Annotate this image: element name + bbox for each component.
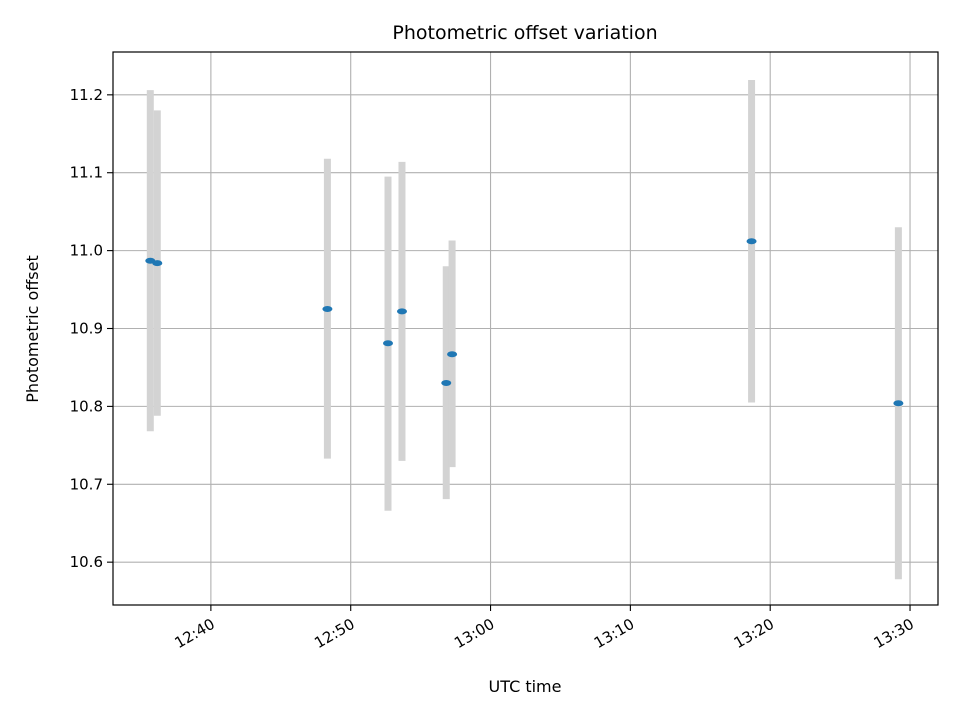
- y-tick-label: 11.1: [70, 164, 103, 182]
- error-bars: [146, 80, 902, 580]
- y-tick-label: 11.0: [70, 242, 103, 260]
- y-tick-label: 10.6: [70, 553, 103, 571]
- y-axis-ticks: 10.6 10.7 10.8 10.9 11.0 11.1 11.2: [70, 86, 113, 571]
- x-tick-label: 13:00: [451, 615, 497, 652]
- x-tick-label: 13:30: [871, 615, 917, 652]
- y-tick-label: 11.2: [70, 86, 103, 104]
- data-point: [383, 340, 393, 347]
- grid-lines: [113, 52, 938, 605]
- data-point: [441, 380, 452, 387]
- data-point: [893, 400, 904, 407]
- x-tick-label: 12:50: [311, 615, 357, 652]
- data-point: [746, 238, 757, 245]
- data-point: [396, 308, 407, 315]
- data-point: [447, 351, 458, 358]
- data-points: [145, 238, 904, 407]
- chart-title: Photometric offset variation: [392, 22, 657, 44]
- y-tick-label: 10.7: [70, 475, 103, 493]
- data-point: [152, 260, 163, 267]
- y-tick-label: 10.9: [70, 320, 103, 338]
- data-point: [322, 306, 333, 313]
- x-axis-ticks: 12:40 12:50 13:00 13:10 13:20 13:30: [171, 605, 917, 652]
- x-tick-label: 13:10: [591, 615, 637, 652]
- y-axis-label: Photometric offset: [23, 255, 42, 403]
- y-tick-label: 10.8: [70, 397, 103, 415]
- x-tick-label: 12:40: [171, 615, 217, 652]
- x-axis-label: UTC time: [489, 677, 562, 696]
- x-tick-label: 13:20: [731, 615, 777, 652]
